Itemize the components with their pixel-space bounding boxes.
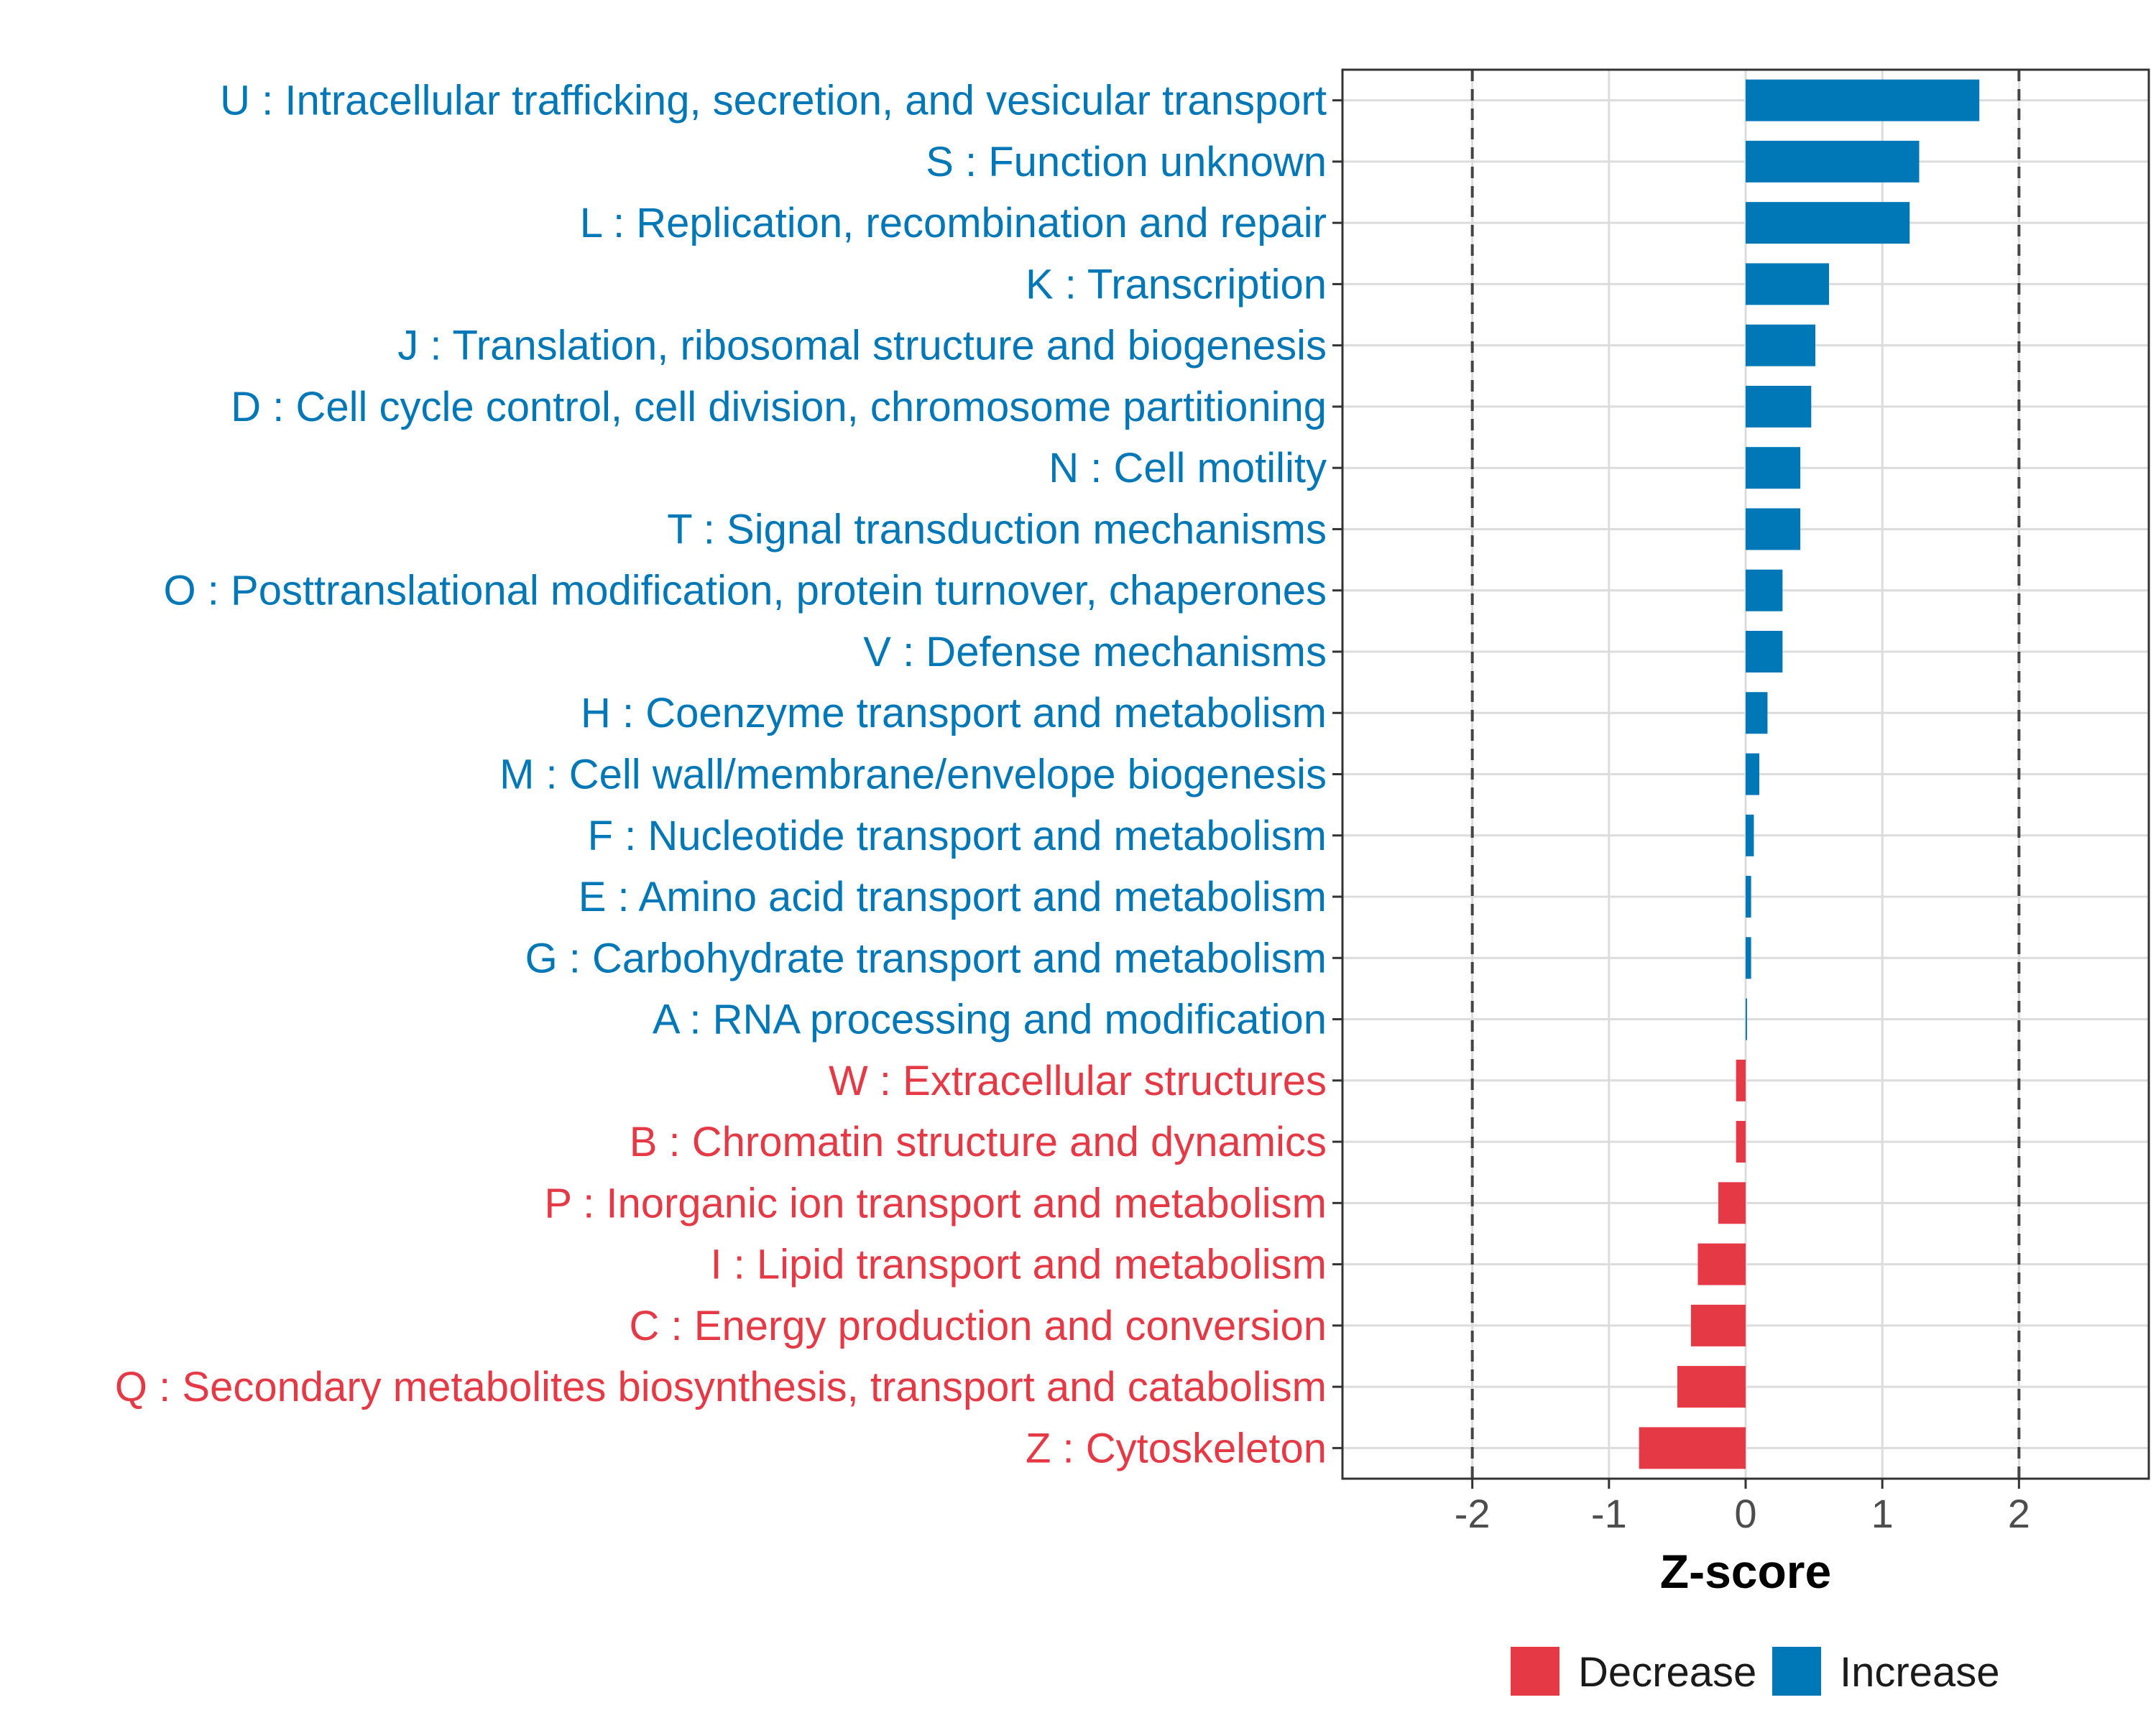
- category-label: Q : Secondary metabolites biosynthesis, …: [115, 1364, 1327, 1410]
- category-label: V : Defense mechanisms: [863, 629, 1327, 675]
- x-tick-label: 1: [1871, 1491, 1894, 1536]
- category-label: D : Cell cycle control, cell division, c…: [231, 384, 1327, 430]
- bars-layer: [1639, 79, 1980, 1469]
- category-label: M : Cell wall/membrane/envelope biogenes…: [499, 752, 1327, 798]
- bar: [1746, 937, 1751, 979]
- category-label: A : RNA processing and modification: [653, 997, 1327, 1043]
- legend-label-increase: Increase: [1840, 1649, 1999, 1696]
- category-label: W : Extracellular structures: [829, 1058, 1327, 1104]
- bar: [1746, 79, 1980, 121]
- bar: [1746, 630, 1783, 673]
- category-label: Z : Cytoskeleton: [1026, 1425, 1327, 1471]
- x-tick-label: -2: [1455, 1491, 1491, 1536]
- bar: [1746, 998, 1747, 1040]
- category-label: I : Lipid transport and metabolism: [710, 1242, 1327, 1288]
- bar: [1746, 876, 1751, 918]
- bar: [1639, 1427, 1746, 1469]
- bar: [1746, 569, 1783, 611]
- category-label: L : Replication, recombination and repai…: [580, 200, 1327, 246]
- category-label: F : Nucleotide transport and metabolism: [588, 813, 1327, 859]
- bar: [1718, 1182, 1746, 1224]
- category-label: N : Cell motility: [1049, 445, 1327, 491]
- bar: [1746, 814, 1754, 856]
- x-tick-label: 0: [1734, 1491, 1756, 1536]
- category-label: J : Translation, ribosomal structure and…: [397, 323, 1327, 369]
- legend-swatch-decrease: [1511, 1647, 1560, 1696]
- category-label: U : Intracellular trafficking, secretion…: [220, 78, 1327, 124]
- x-tick-label: 2: [2008, 1491, 2030, 1536]
- category-label: C : Energy production and conversion: [630, 1303, 1327, 1349]
- bar: [1677, 1366, 1746, 1408]
- category-label: B : Chromatin structure and dynamics: [630, 1119, 1327, 1165]
- x-tick-label: -1: [1591, 1491, 1627, 1536]
- bar: [1746, 385, 1812, 428]
- bar: [1746, 324, 1815, 366]
- category-labels-layer: U : Intracellular trafficking, secretion…: [115, 78, 1327, 1472]
- bar: [1697, 1243, 1746, 1285]
- reference-lines-layer: [1470, 70, 2021, 1479]
- category-label: T : Signal transduction mechanisms: [667, 506, 1327, 553]
- legend: Decrease Increase: [1511, 1647, 1999, 1696]
- x-axis-layer: Z-score: [1660, 1545, 1831, 1598]
- category-label: P : Inorganic ion transport and metaboli…: [544, 1180, 1327, 1226]
- category-label: H : Coenzyme transport and metabolism: [581, 690, 1327, 736]
- bar: [1746, 140, 1920, 182]
- bar: [1746, 508, 1801, 550]
- ticks-layer: -2 -1 0 1 2: [1332, 99, 2030, 1536]
- bar: [1746, 447, 1801, 489]
- bar: [1746, 263, 1830, 305]
- bar: [1746, 202, 1910, 244]
- category-label: O : Posttranslational modification, prot…: [164, 568, 1327, 614]
- bar: [1690, 1304, 1746, 1346]
- legend-label-decrease: Decrease: [1578, 1649, 1756, 1696]
- bar: [1746, 753, 1760, 795]
- category-label: G : Carbohydrate transport and metabolis…: [525, 935, 1327, 981]
- bar: [1746, 692, 1768, 734]
- category-label: K : Transcription: [1026, 261, 1327, 308]
- x-axis-title: Z-score: [1660, 1545, 1831, 1598]
- bar: [1736, 1121, 1746, 1163]
- legend-swatch-increase: [1772, 1647, 1821, 1696]
- category-label: S : Function unknown: [926, 139, 1327, 185]
- category-label: E : Amino acid transport and metabolism: [579, 874, 1327, 920]
- bar: [1736, 1059, 1746, 1101]
